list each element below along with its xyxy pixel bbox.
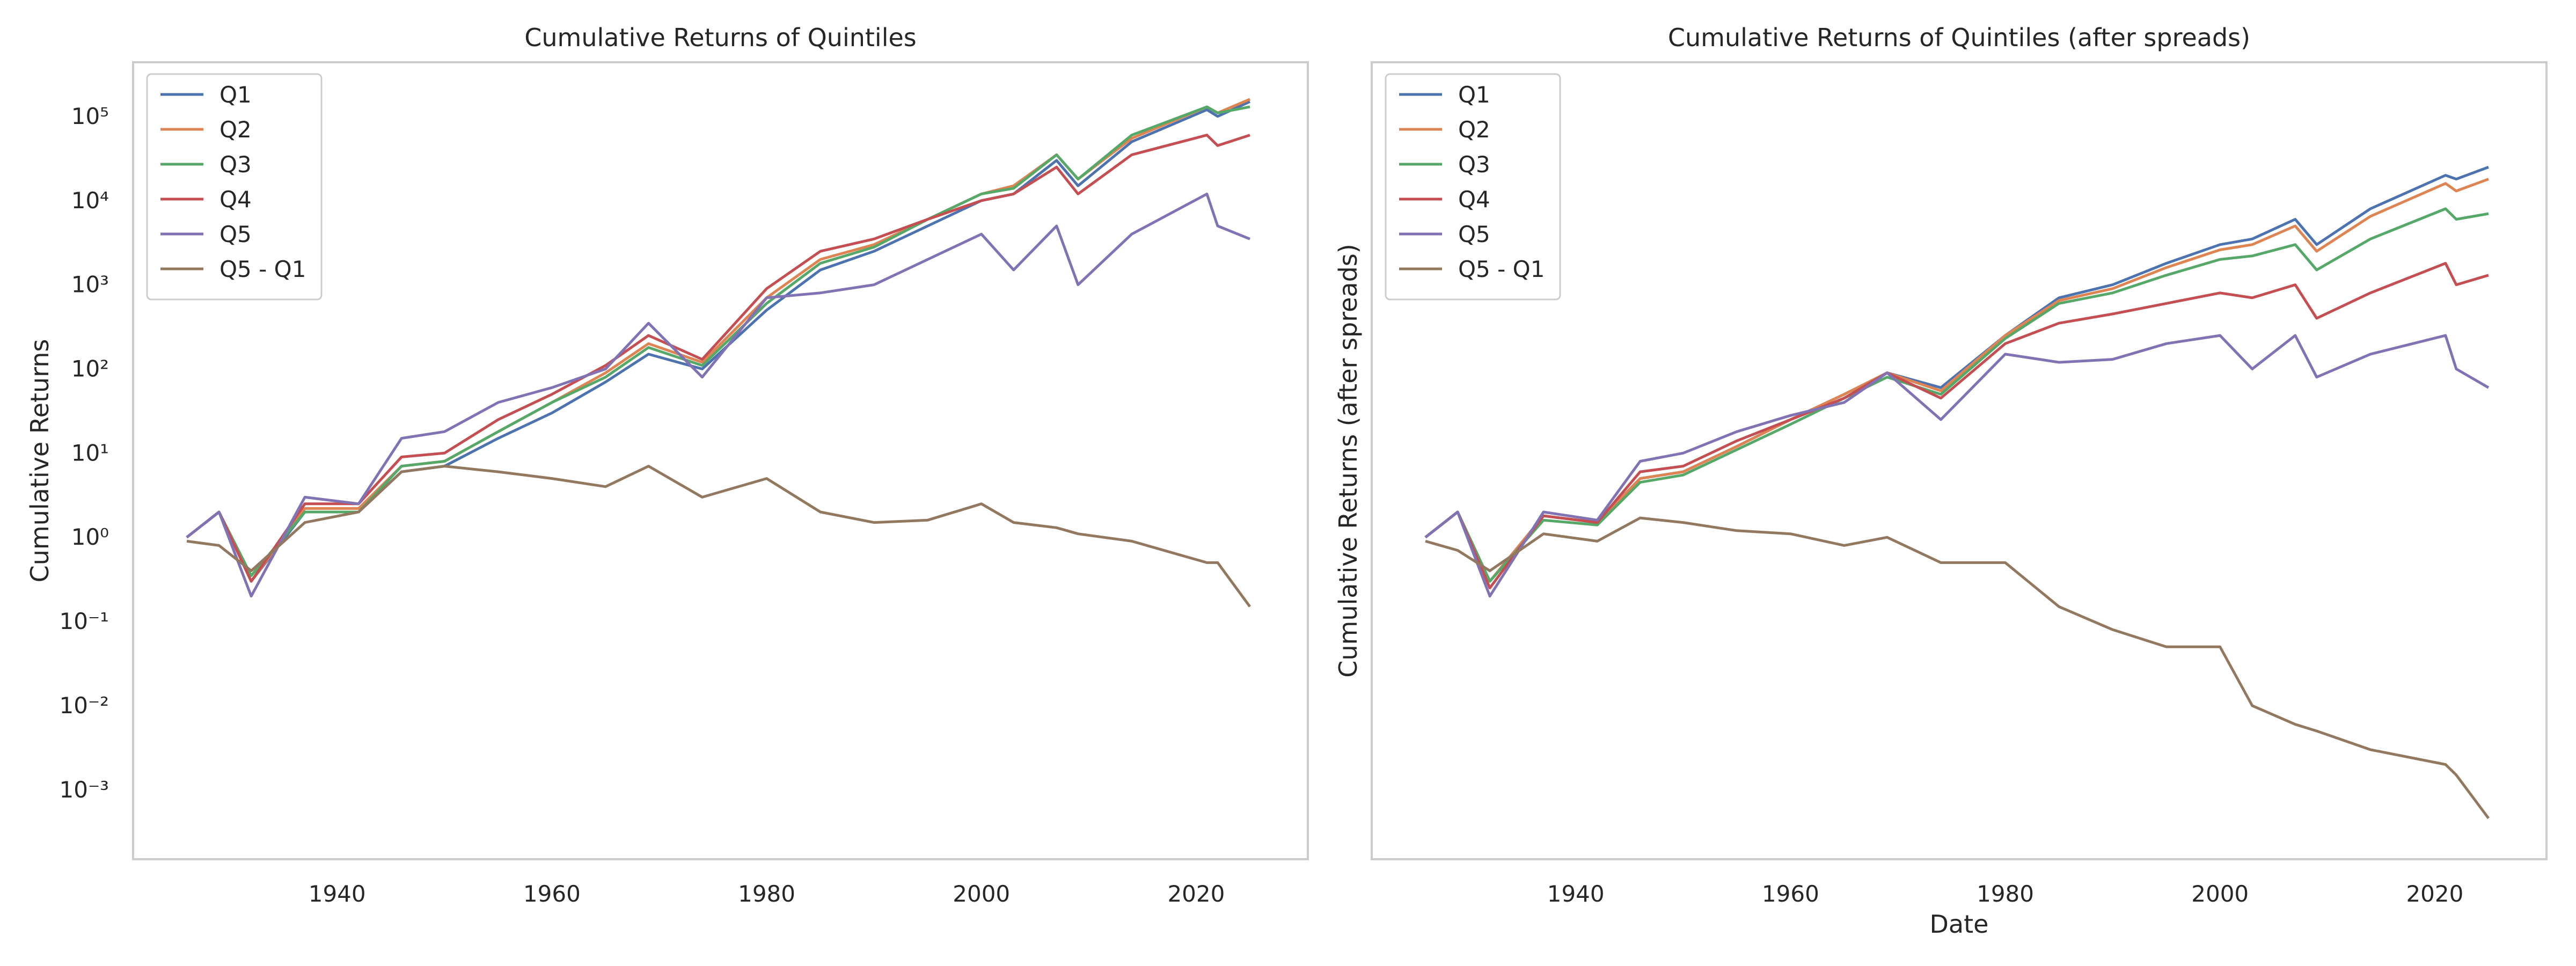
series-line bbox=[1424, 334, 2490, 598]
series-line bbox=[1425, 516, 2490, 819]
chart-title: Cumulative Returns of Quintiles (after s… bbox=[1668, 23, 2250, 52]
plot-frame bbox=[132, 61, 1309, 860]
y-tick-label: 10³ bbox=[71, 272, 109, 298]
y-tick-label: 10⁴ bbox=[71, 187, 109, 214]
legend-label: Q1 bbox=[1458, 82, 1490, 108]
legend-label: Q2 bbox=[1458, 116, 1490, 143]
legend-label: Q1 bbox=[219, 82, 252, 108]
y-tick-label: 10⁰ bbox=[71, 524, 109, 550]
plot-frame bbox=[1371, 61, 2548, 860]
y-axis-label: Cumulative Returns bbox=[25, 339, 54, 583]
x-tick-label: 2020 bbox=[1167, 881, 1225, 907]
series-line bbox=[186, 192, 1250, 598]
x-tick-label: 1980 bbox=[1977, 881, 2034, 907]
legend-label: Q5 - Q1 bbox=[219, 256, 306, 282]
legend-label: Q5 - Q1 bbox=[1458, 256, 1545, 282]
legend-label: Q5 bbox=[219, 221, 252, 247]
series-line bbox=[1424, 207, 2489, 583]
series-line bbox=[186, 465, 1252, 608]
x-tick-label: 2000 bbox=[953, 881, 1010, 907]
x-tick-label: 1980 bbox=[738, 881, 795, 907]
series-line bbox=[186, 105, 1250, 577]
y-tick-label: 10⁵ bbox=[71, 103, 109, 129]
y-tick-label: 10⁻² bbox=[60, 692, 109, 719]
x-axis-label: Date bbox=[1930, 910, 1989, 939]
legend-label: Q3 bbox=[219, 151, 252, 178]
x-tick-label: 2000 bbox=[2191, 881, 2249, 907]
x-tick-label: 1940 bbox=[309, 881, 366, 907]
x-tick-label: 1940 bbox=[1547, 881, 1605, 907]
x-tick-label: 1960 bbox=[1762, 881, 1819, 907]
y-tick-label: 10¹ bbox=[71, 440, 109, 466]
legend-label: Q2 bbox=[219, 116, 252, 143]
x-tick-label: 1960 bbox=[523, 881, 581, 907]
y-tick-label: 10⁻³ bbox=[60, 777, 109, 803]
chart-title: Cumulative Returns of Quintiles bbox=[524, 23, 917, 52]
legend-label: Q4 bbox=[219, 186, 252, 213]
y-tick-label: 10² bbox=[71, 355, 109, 382]
y-axis-label: Cumulative Returns (after spreads) bbox=[1334, 244, 1363, 677]
legend-label: Q3 bbox=[1458, 151, 1490, 178]
legend-label: Q5 bbox=[1458, 221, 1490, 247]
series-line bbox=[1424, 262, 2489, 590]
y-tick-label: 10⁻¹ bbox=[60, 608, 109, 634]
legend-label: Q4 bbox=[1458, 186, 1490, 213]
x-tick-label: 2020 bbox=[2406, 881, 2463, 907]
